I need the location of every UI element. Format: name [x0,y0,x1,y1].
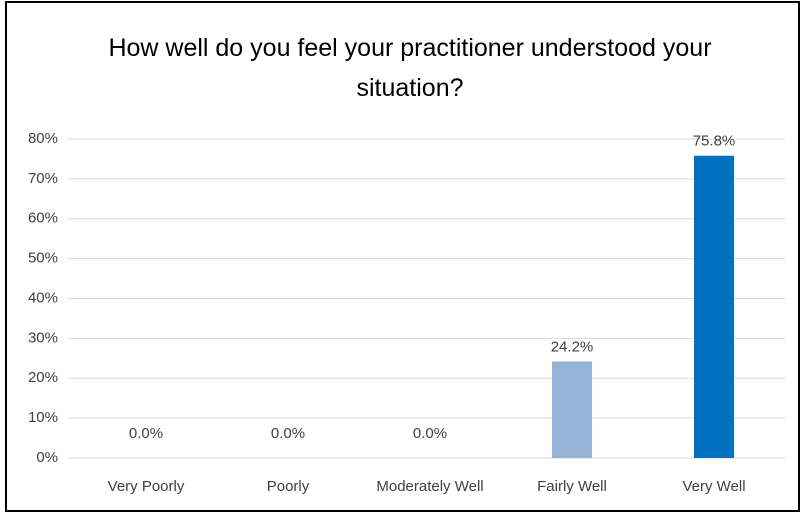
y-tick-label: 60% [28,210,58,227]
bar [694,155,734,458]
y-tick-label: 20% [28,369,58,386]
x-tick-label: Very Well [682,478,745,495]
data-label: 24.2% [551,338,594,355]
data-label: 75.8% [693,133,736,150]
y-tick-label: 50% [28,250,58,267]
data-label: 0.0% [271,425,305,442]
y-tick-label: 10% [28,409,58,426]
x-tick-label: Poorly [267,478,310,495]
data-label: 0.0% [129,425,163,442]
y-tick-label: 80% [28,130,58,147]
x-tick-label: Very Poorly [108,478,185,495]
y-tick-label: 30% [28,329,58,346]
y-tick-label: 0% [36,449,58,466]
x-tick-label: Fairly Well [537,478,607,495]
x-tick-label: Moderately Well [376,478,483,495]
chart-title: How well do you feel your practitioner u… [108,34,712,102]
chart-border [5,1,800,512]
bar [552,361,592,458]
y-tick-label: 70% [28,170,58,187]
data-label: 0.0% [413,425,447,442]
y-tick-label: 40% [28,289,58,306]
